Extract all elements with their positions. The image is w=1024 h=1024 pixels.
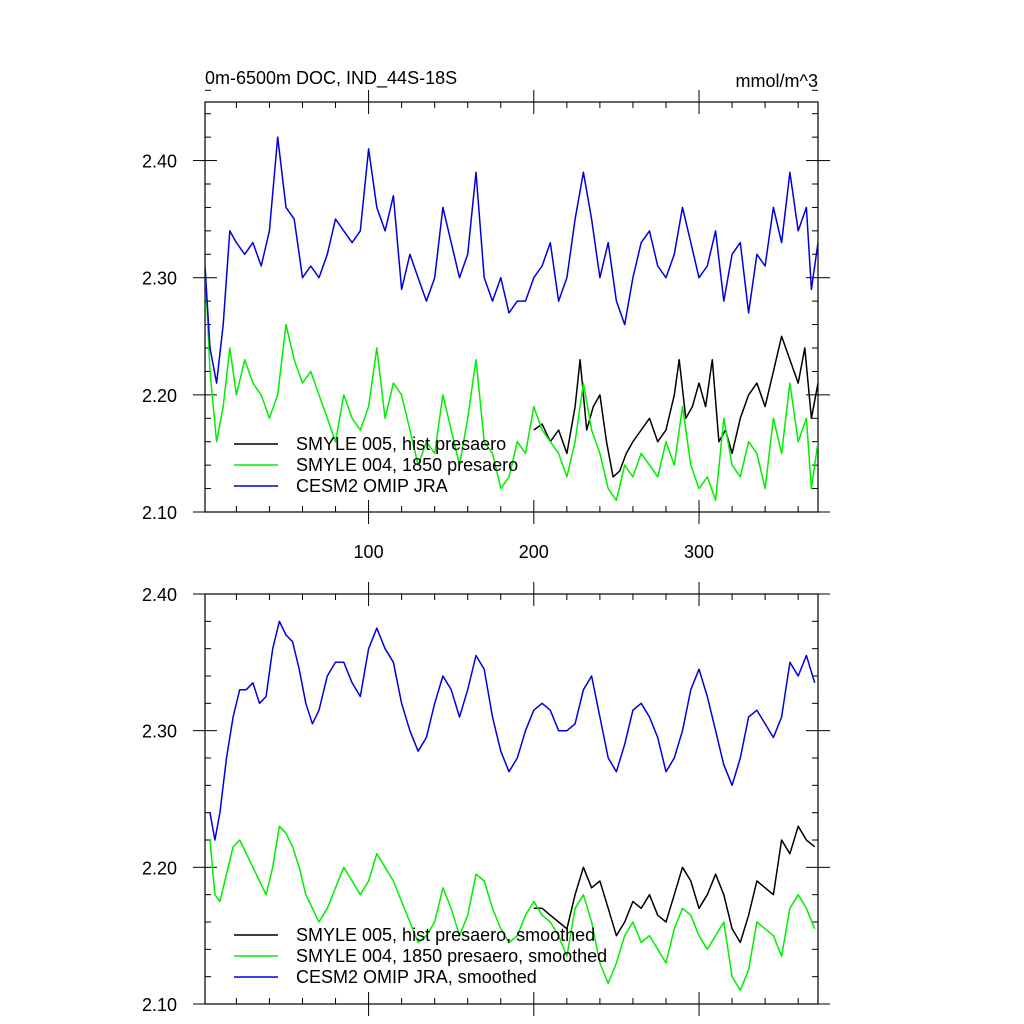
- x-tick-label: 300: [684, 542, 714, 562]
- legend-label: CESM2 OMIP JRA, smoothed: [296, 967, 537, 987]
- legend-label: SMYLE 004, 1850 presaero: [296, 455, 518, 475]
- chart-title: 0m-6500m DOC, IND_44S-18S: [205, 68, 457, 89]
- y-tick-label: 2.40: [142, 152, 177, 172]
- legend-label: SMYLE 005, hist presaero: [296, 434, 506, 454]
- y-tick-label: 2.30: [142, 722, 177, 742]
- units-label: mmol/m^3: [736, 71, 818, 91]
- y-tick-label: 2.20: [142, 858, 177, 878]
- y-tick-label: 2.20: [142, 386, 177, 406]
- top-panel: 100 200 300 2.10 2.20 2.30 2.40 SMYLE 005, hist…: [142, 89, 830, 562]
- series-line-p1850: [205, 265, 818, 502]
- series-line-omip: [209, 620, 816, 841]
- series-line-p1850: [209, 825, 816, 992]
- series-line-hist: [533, 335, 818, 478]
- series-line-hist: [533, 825, 816, 944]
- y-tick-label: 2.30: [142, 269, 177, 289]
- legend-label: SMYLE 004, 1850 presaero, smoothed: [296, 946, 607, 966]
- y-tick-label: 2.10: [142, 503, 177, 523]
- legend-label: CESM2 OMIP JRA: [296, 476, 448, 496]
- bottom-panel: 2.10 2.20 2.30 2.40 SMYLE 005, hist presaero…: [142, 582, 830, 1016]
- plot-frame: [204, 593, 819, 1005]
- series-line-omip: [205, 136, 818, 384]
- plot-frame: [204, 101, 819, 513]
- x-tick-label: 200: [519, 542, 549, 562]
- y-tick-label: 2.10: [142, 995, 177, 1015]
- y-tick-label: 2.40: [142, 585, 177, 605]
- x-tick-label: 100: [354, 542, 384, 562]
- legend-label: SMYLE 005, hist presaero, smoothed: [296, 925, 595, 945]
